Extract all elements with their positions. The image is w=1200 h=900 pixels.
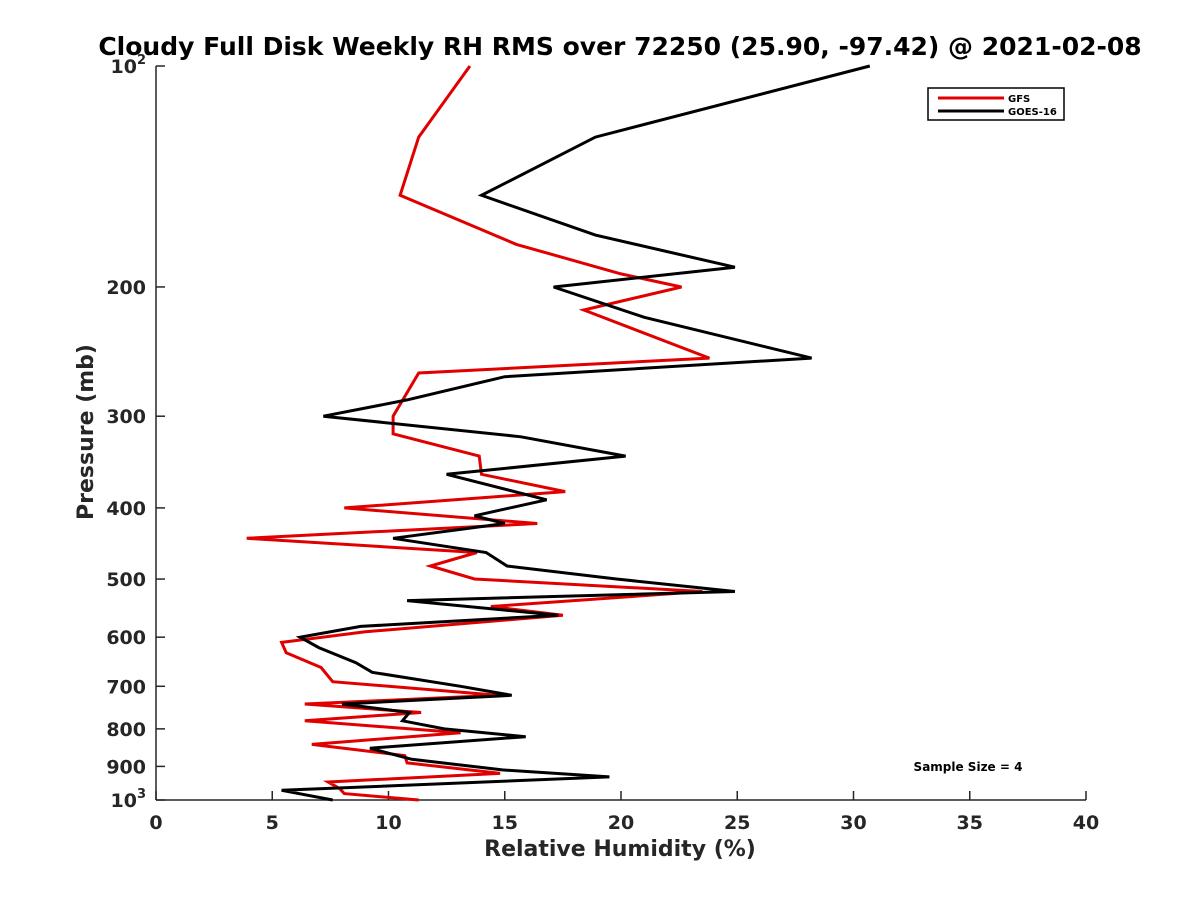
x-tick-label: 20: [608, 812, 634, 834]
legend-label-gfs: GFS: [1008, 94, 1030, 105]
y-tick-label: 500: [106, 569, 146, 591]
y-tick-label: 600: [106, 627, 146, 649]
legend: GFS GOES-16: [927, 87, 1065, 121]
chart-title: Cloudy Full Disk Weekly RH RMS over 7225…: [98, 32, 1141, 61]
y-tick-label: 103: [111, 787, 147, 812]
y-tick-label: 900: [106, 756, 146, 778]
x-tick-label: 15: [492, 812, 518, 834]
axes: 0 5 10 15 20 25 30 35 40 102 200 300 400 500 600 700 800…: [106, 53, 1099, 834]
sample-size-annotation: Sample Size = 4: [914, 760, 1023, 774]
x-axis-label: Relative Humidity (%): [484, 837, 756, 862]
x-tick-label: 30: [840, 812, 866, 834]
series-line-goes-16: [281, 64, 871, 802]
x-tick-label: 0: [149, 812, 162, 834]
legend-label-goes-16: GOES-16: [1008, 107, 1057, 118]
x-tick-label: 40: [1073, 812, 1099, 834]
y-tick-label: 700: [106, 676, 146, 698]
x-tick-label: 5: [266, 812, 279, 834]
legend-box: [927, 87, 1065, 121]
x-tick-label: 25: [724, 812, 750, 834]
y-tick-label: 400: [106, 498, 146, 520]
y-tick-label: 300: [106, 406, 146, 428]
x-tick-label: 10: [375, 812, 401, 834]
y-tick-label: 800: [106, 719, 146, 741]
y-tick-label: 200: [106, 277, 146, 299]
y-tick-label: 102: [111, 53, 147, 78]
series-lines: [246, 64, 871, 802]
x-tick-label: 35: [957, 812, 983, 834]
y-axis-label: Pressure (mb): [74, 344, 99, 520]
